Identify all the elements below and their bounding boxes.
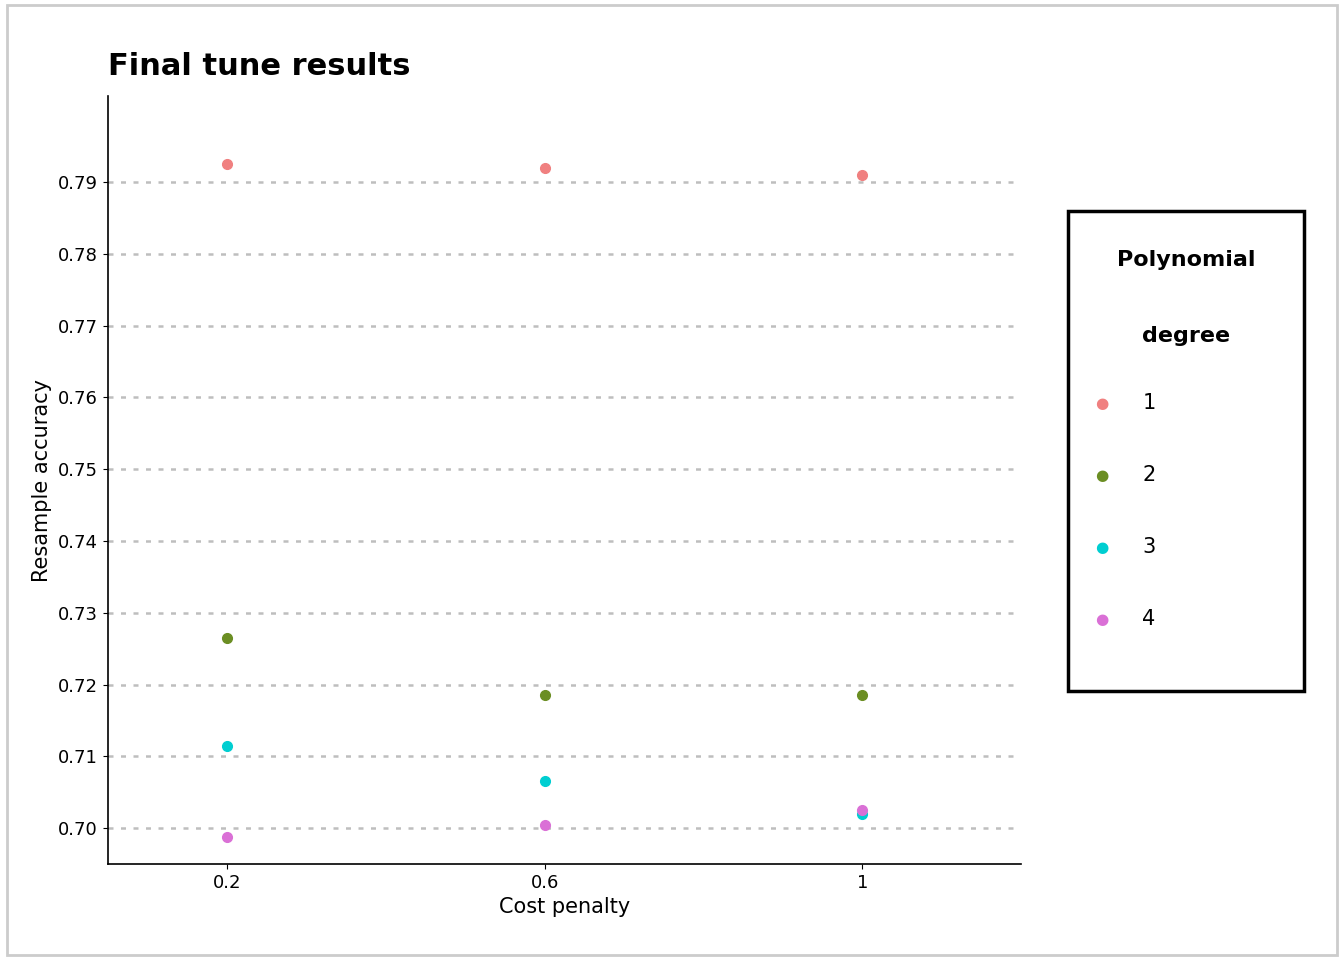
2 [534,687,555,703]
Text: ●: ● [1095,396,1109,411]
Text: 3: 3 [1142,538,1156,557]
Text: degree: degree [1142,326,1230,347]
Text: ●: ● [1095,468,1109,483]
Y-axis label: Resample accuracy: Resample accuracy [32,378,52,582]
1 [852,167,874,182]
4 [534,817,555,832]
4 [216,829,238,845]
3 [852,806,874,822]
2 [852,687,874,703]
Text: ●: ● [1095,540,1109,555]
1 [534,160,555,176]
Text: Polynomial: Polynomial [1117,250,1255,270]
1 [216,156,238,172]
4 [852,803,874,818]
Text: 1: 1 [1142,394,1156,413]
2 [216,630,238,645]
Text: ●: ● [1095,612,1109,627]
Text: 2: 2 [1142,466,1156,485]
X-axis label: Cost penalty: Cost penalty [499,898,630,917]
3 [534,774,555,789]
Text: 4: 4 [1142,610,1156,629]
3 [216,738,238,754]
Text: Final tune results: Final tune results [108,52,410,82]
